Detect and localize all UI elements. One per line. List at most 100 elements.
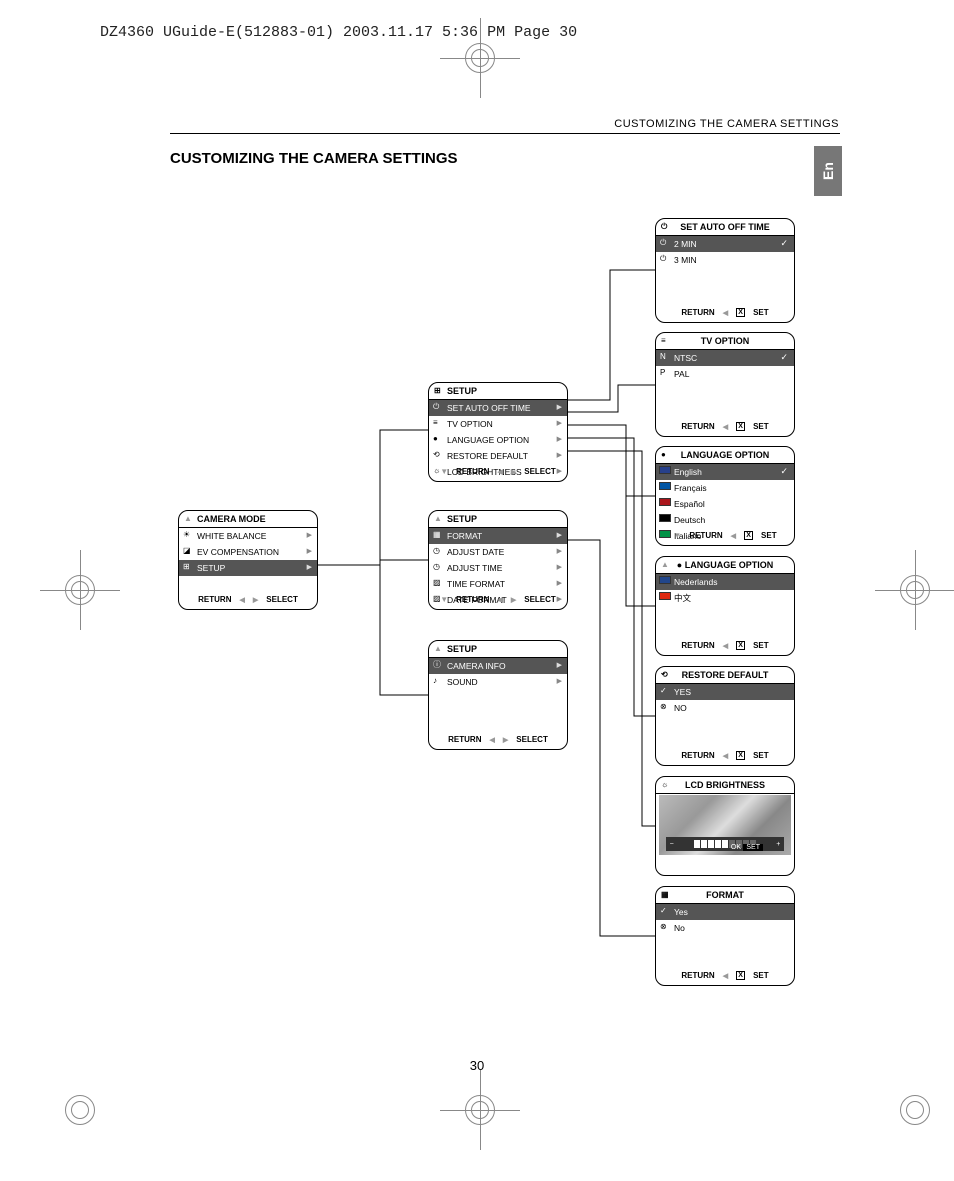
menu-setup2: ▲ SETUP ▦FORMAT▶◷ADJUST DATE▶◷ ADJUST TIME ▶… bbox=[428, 510, 568, 610]
check-icon: ✓ bbox=[780, 465, 788, 477]
row-label: 2 MIN bbox=[674, 239, 697, 249]
title-text: LCD BRIGHTNESS bbox=[685, 780, 765, 790]
left-arrow-icon: ◀ bbox=[723, 972, 728, 980]
left-arrow-icon: ◀ bbox=[731, 532, 736, 540]
row-label: ADJUST DATE bbox=[447, 547, 504, 557]
title-text: RESTORE DEFAULT bbox=[682, 670, 769, 680]
menu-row[interactable]: Nederlands bbox=[656, 574, 794, 590]
menu-row[interactable]: ⟲RESTORE DEFAULT▶ bbox=[429, 448, 567, 464]
menu-title: ▦FORMAT bbox=[656, 887, 794, 904]
registration-mark bbox=[460, 38, 500, 78]
menu-footer: ▼RETURN◀XSET bbox=[656, 529, 794, 542]
row-label: 中文 bbox=[674, 593, 691, 603]
row-icon: ◷ bbox=[433, 561, 440, 573]
row-label: 3 MIN bbox=[674, 255, 697, 265]
menu-row[interactable]: ●LANGUAGE OPTION▶ bbox=[429, 432, 567, 448]
return-label: RETURN bbox=[681, 751, 714, 760]
menu-title: ☼LCD BRIGHTNESS bbox=[656, 777, 794, 794]
right-arrow-icon: ▶ bbox=[511, 596, 516, 604]
menu-row[interactable]: NNTSC✓ bbox=[656, 350, 794, 366]
menu-row[interactable]: ✓YES bbox=[656, 684, 794, 700]
menu-row[interactable]: ▦FORMAT▶ bbox=[429, 528, 567, 544]
row-label: YES bbox=[674, 687, 691, 697]
menu-row[interactable]: English✓ bbox=[656, 464, 794, 480]
menu-row[interactable]: ⊞SETUP▶ bbox=[179, 560, 317, 576]
return-label: RETURN bbox=[681, 971, 714, 980]
menu-row[interactable]: ⓘCAMERA INFO▶ bbox=[429, 658, 567, 674]
menu-footer: RETURN◀XSET bbox=[656, 969, 794, 982]
row-icon: ≡ bbox=[433, 417, 438, 429]
menu-footer: RETURN◀▶SELECT bbox=[429, 733, 567, 746]
set-label: SET bbox=[753, 971, 769, 980]
title-icon: ⊞ bbox=[434, 386, 441, 395]
menu-row[interactable]: ◪ EV COMPENSATION ▶ bbox=[179, 544, 317, 560]
menu-row[interactable]: ◷ADJUST DATE▶ bbox=[429, 544, 567, 560]
select-label: SELECT bbox=[524, 467, 556, 476]
row-icon: ◪ bbox=[183, 545, 191, 557]
right-arrow-icon: ▶ bbox=[511, 468, 516, 476]
menu-row[interactable]: Español bbox=[656, 496, 794, 512]
menu-row[interactable]: ✓Yes bbox=[656, 904, 794, 920]
menu-row[interactable]: ▨TIME FORMAT▶ bbox=[429, 576, 567, 592]
return-label: RETURN bbox=[689, 531, 722, 540]
menu-row[interactable]: ♪SOUND▶ bbox=[429, 674, 567, 690]
row-icon: ✓ bbox=[660, 905, 667, 917]
left-arrow-icon: ◀ bbox=[723, 309, 728, 317]
title-text: SETUP bbox=[447, 514, 477, 524]
menu-footer: RETURN◀▶SELECT bbox=[179, 593, 317, 606]
x-button-icon: X bbox=[736, 308, 745, 317]
chevron-right-icon: ▶ bbox=[307, 530, 312, 542]
menu-footer: ▼RETURN◀▶SELECT bbox=[429, 593, 567, 606]
x-button-icon: X bbox=[736, 751, 745, 760]
menu-camera_mode: ▲CAMERA MODE☀WHITE BALANCE▶◪EV COMPENSAT… bbox=[178, 510, 318, 610]
menu-title: ▲● LANGUAGE OPTION bbox=[656, 557, 794, 574]
left-arrow-icon: ◀ bbox=[723, 423, 728, 431]
chevron-right-icon: ▶ bbox=[307, 546, 312, 558]
down-arrow-icon: ▼ bbox=[440, 595, 448, 604]
menu-restore: ⟲RESTORE DEFAULT✓YES⊗NORETURN◀XSET bbox=[655, 666, 795, 766]
row-label: SETUP bbox=[197, 563, 225, 573]
plus-icon: + bbox=[776, 841, 780, 848]
menu-row[interactable]: ⏻3 MIN bbox=[656, 252, 794, 268]
down-arrow-icon: ▼ bbox=[440, 467, 448, 476]
left-arrow-icon: ◀ bbox=[497, 468, 502, 476]
chevron-right-icon: ▶ bbox=[557, 434, 562, 446]
row-label: TIME FORMAT bbox=[447, 579, 505, 589]
set-label: SET bbox=[753, 641, 769, 650]
registration-mark bbox=[895, 570, 935, 610]
row-label: ADJUST TIME bbox=[447, 563, 502, 573]
row-icon: ⓘ bbox=[433, 659, 441, 671]
menu-row[interactable]: ⊗NO bbox=[656, 700, 794, 716]
title-text: FORMAT bbox=[706, 890, 744, 900]
left-arrow-icon: ◀ bbox=[490, 736, 495, 744]
right-arrow-icon: ▶ bbox=[253, 596, 258, 604]
menu-row[interactable]: 中文 bbox=[656, 590, 794, 606]
left-arrow-icon: ◀ bbox=[723, 642, 728, 650]
menu-row[interactable]: ⊗No bbox=[656, 920, 794, 936]
row-label: No bbox=[674, 923, 685, 933]
down-arrow-icon: ▼ bbox=[673, 531, 681, 540]
row-label: EV COMPENSATION bbox=[197, 547, 279, 557]
menu-row[interactable]: ◷ADJUST TIME▶ bbox=[429, 560, 567, 576]
menu-row[interactable]: ≡TV OPTION▶ bbox=[429, 416, 567, 432]
menu-row[interactable]: ⏻SET AUTO OFF TIME▶ bbox=[429, 400, 567, 416]
title-text: TV OPTION bbox=[701, 336, 750, 346]
left-arrow-icon: ◀ bbox=[723, 752, 728, 760]
menu-row[interactable]: ☀WHITE BALANCE▶ bbox=[179, 528, 317, 544]
row-icon: ⊗ bbox=[660, 701, 667, 713]
menu-row[interactable]: ⏻2 MIN✓ bbox=[656, 236, 794, 252]
registration-mark bbox=[60, 1090, 100, 1130]
select-label: SELECT bbox=[266, 595, 298, 604]
up-arrow-icon: ▲ bbox=[434, 514, 442, 523]
row-label: NTSC bbox=[674, 353, 697, 363]
registration-mark bbox=[460, 1090, 500, 1130]
up-arrow-icon: ▲ bbox=[661, 560, 669, 569]
brightness-slider[interactable]: −+ bbox=[666, 837, 785, 851]
row-label: Deutsch bbox=[674, 515, 705, 525]
menu-row[interactable]: Français bbox=[656, 480, 794, 496]
menu-row[interactable]: Deutsch bbox=[656, 512, 794, 528]
check-icon: ✓ bbox=[780, 237, 788, 249]
row-icon: ▨ bbox=[433, 577, 441, 589]
menu-row[interactable]: PPAL bbox=[656, 366, 794, 382]
row-icon: ⟲ bbox=[433, 449, 440, 461]
